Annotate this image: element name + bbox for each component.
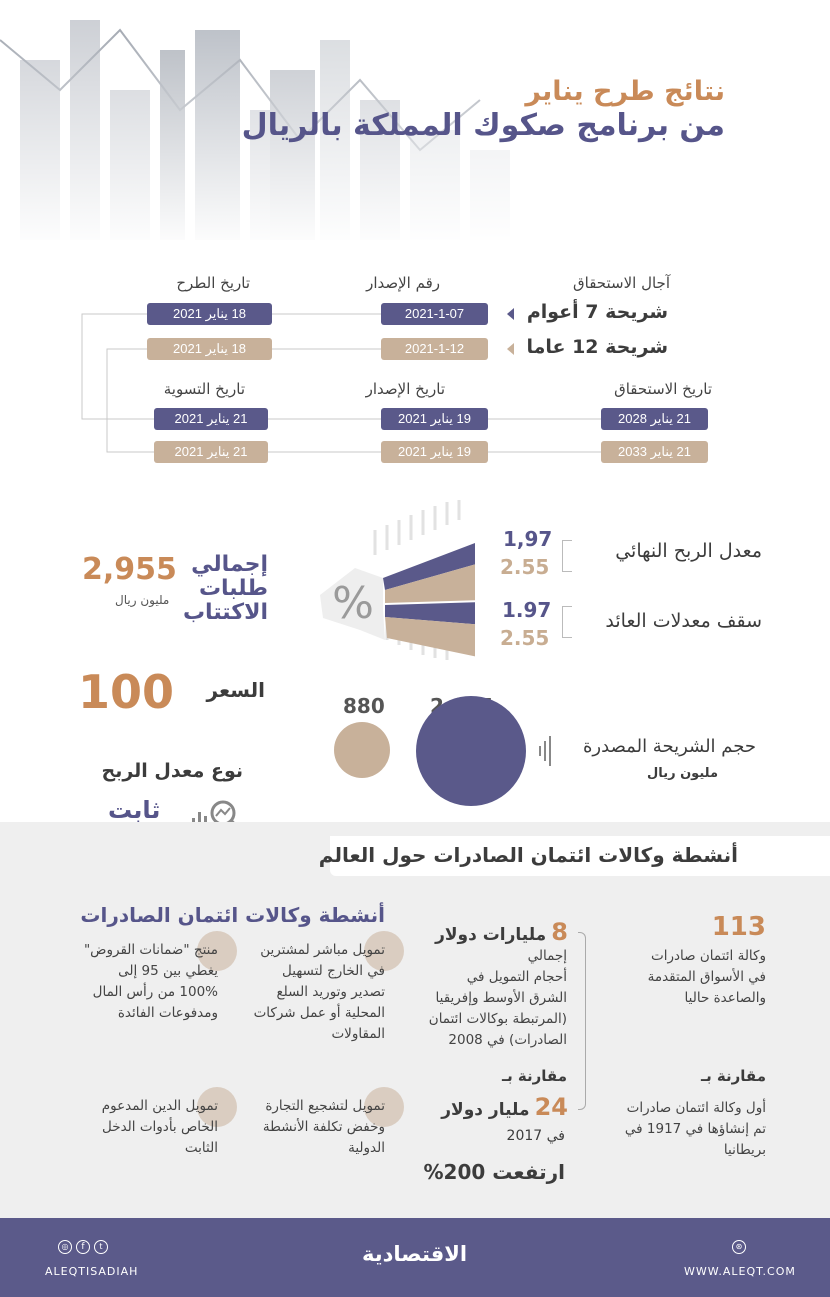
settlement-date-7: 21 يناير 2021 (154, 408, 268, 430)
activity-3: تمويل لتشجيع التجارة وخفض تكلفة الأنشطة ال… (262, 1098, 385, 1156)
header-issue-number: رقم الإصدار (366, 274, 440, 292)
footer (0, 1218, 830, 1297)
maturity-date-12: 21 يناير 2033 (601, 441, 708, 463)
amount2-year: في 2017 (506, 1128, 565, 1144)
logo: الاقتصادية (362, 1242, 468, 1266)
bar-final-7 (383, 543, 475, 590)
activity-dot (197, 1087, 237, 1127)
issue-number-12: 2021-1-12 (381, 338, 488, 360)
profit-type-label: نوع معدل الربح (101, 760, 244, 782)
rates-fan-chart: % (320, 500, 475, 660)
tranche-7-circle (416, 696, 526, 806)
offering-date-12: 18 يناير 2021 (147, 338, 272, 360)
subscriptions-value: 2,955 (82, 552, 177, 587)
issue-date-7: 19 يناير 2021 (381, 408, 488, 430)
bracket (562, 606, 572, 638)
twitter-icon[interactable]: t (94, 1240, 108, 1254)
eca-compare-2: مقارنة بـ (501, 1067, 567, 1085)
bar-cap-7 (385, 602, 475, 625)
title-line2: من برنامج صكوك المملكة بالريال (241, 108, 725, 143)
social-icons: ◎ f t (58, 1240, 108, 1254)
issue-date-12: 19 يناير 2021 (381, 441, 488, 463)
tranche-12-size: 880 (343, 694, 385, 718)
tranche-size-label: حجم الشريحة المصدرة (583, 736, 756, 757)
eca-count: 113 (711, 912, 766, 942)
profit-type-value: ثابت (108, 796, 161, 824)
activity-2: منتج "ضمانات القروض" يغطي بين 95 إلى 100% … (83, 942, 218, 1021)
rise-text: ارتفعت 200% (423, 1160, 566, 1184)
price-label: السعر (206, 678, 265, 702)
tranche-12-label: شريحة 12 عاما (526, 336, 668, 358)
eca-count-text: وكالة ائتمان صادرات في الأسواق المتقدمة وا… (647, 948, 766, 1006)
amount-bracket (578, 932, 586, 1110)
svg-text:%: % (332, 578, 374, 629)
eca-section-bg (0, 822, 830, 1218)
globe-icon: ⊛ (732, 1240, 746, 1254)
cap-rate-12: 2.55 (500, 626, 550, 650)
activity-1: تمويل مباشر لمشترين في الخارج لتسهيل تصدير… (253, 942, 385, 1042)
tranche-7-label: شريحة 7 أعوام (526, 301, 668, 323)
bracket (562, 540, 572, 572)
tranche-size-unit: مليون ريال (647, 766, 718, 781)
activity-dot (364, 1087, 404, 1127)
eca-title-tab (330, 836, 830, 876)
header-offering-date: تاريخ الطرح (176, 274, 250, 292)
amount1-text: إجمالي أحجام التمويل في الشرق الأوسط وإفري… (428, 948, 567, 1048)
social-handle[interactable]: ALEQTISADIAH (45, 1265, 139, 1278)
price-value: 100 (78, 665, 175, 719)
title-line1: نتائج طرح يناير (525, 76, 725, 107)
amount1: 8 مليارات دولار (435, 918, 568, 946)
tranche-12-circle (334, 722, 390, 778)
final-rate-7: 1,97 (503, 527, 553, 551)
subscriptions-unit: مليون ريال (115, 593, 170, 607)
instagram-icon[interactable]: ◎ (58, 1240, 72, 1254)
bar-final-12 (385, 564, 475, 603)
settlement-date-12: 21 يناير 2021 (154, 441, 268, 463)
activities-title: أنشطة وكالات ائتمان الصادرات (80, 903, 385, 927)
activity-dot (364, 931, 404, 971)
connector-lines (81, 308, 601, 453)
subscriptions-label: إجمالي طلبات الاكتتاب (182, 552, 268, 625)
header-maturity-date: تاريخ الاستحقاق (614, 380, 712, 398)
header-issue-date: تاريخ الإصدار (365, 380, 445, 398)
eca-compare-1: مقارنة بـ (700, 1067, 766, 1085)
facebook-icon[interactable]: f (76, 1240, 90, 1254)
offering-date-7: 18 يناير 2021 (147, 303, 272, 325)
bar-cap-12 (385, 617, 475, 657)
sound-bars-icon (539, 736, 553, 770)
cap-rate-label: سقف معدلات العائد (605, 610, 762, 632)
issue-number-7: 2021-1-07 (381, 303, 488, 325)
skyline-image (0, 0, 600, 250)
cap-rate-7: 1.97 (502, 598, 552, 622)
eca-section-title: أنشطة وكالات ائتمان الصادرات حول العالم (318, 843, 738, 867)
website-link[interactable]: WWW.ALEQT.COM (684, 1265, 796, 1278)
maturity-date-7: 21 يناير 2028 (601, 408, 708, 430)
final-rate-label: معدل الربح النهائي (615, 540, 762, 562)
activity-4: تمويل الدين المدعوم الخاص بأدوات الدخل الث… (101, 1098, 218, 1156)
final-rate-12: 2.55 (500, 555, 550, 579)
eca-first-text: أول وكالة ائتمان صادرات تم إنشاؤها في 191… (624, 1100, 766, 1158)
header-maturity-terms: آجال الاستحقاق (573, 274, 670, 292)
header-settlement-date: تاريخ التسوية (163, 380, 245, 398)
amount2: 24 مليار دولار (441, 1093, 568, 1121)
activity-dot (197, 931, 237, 971)
